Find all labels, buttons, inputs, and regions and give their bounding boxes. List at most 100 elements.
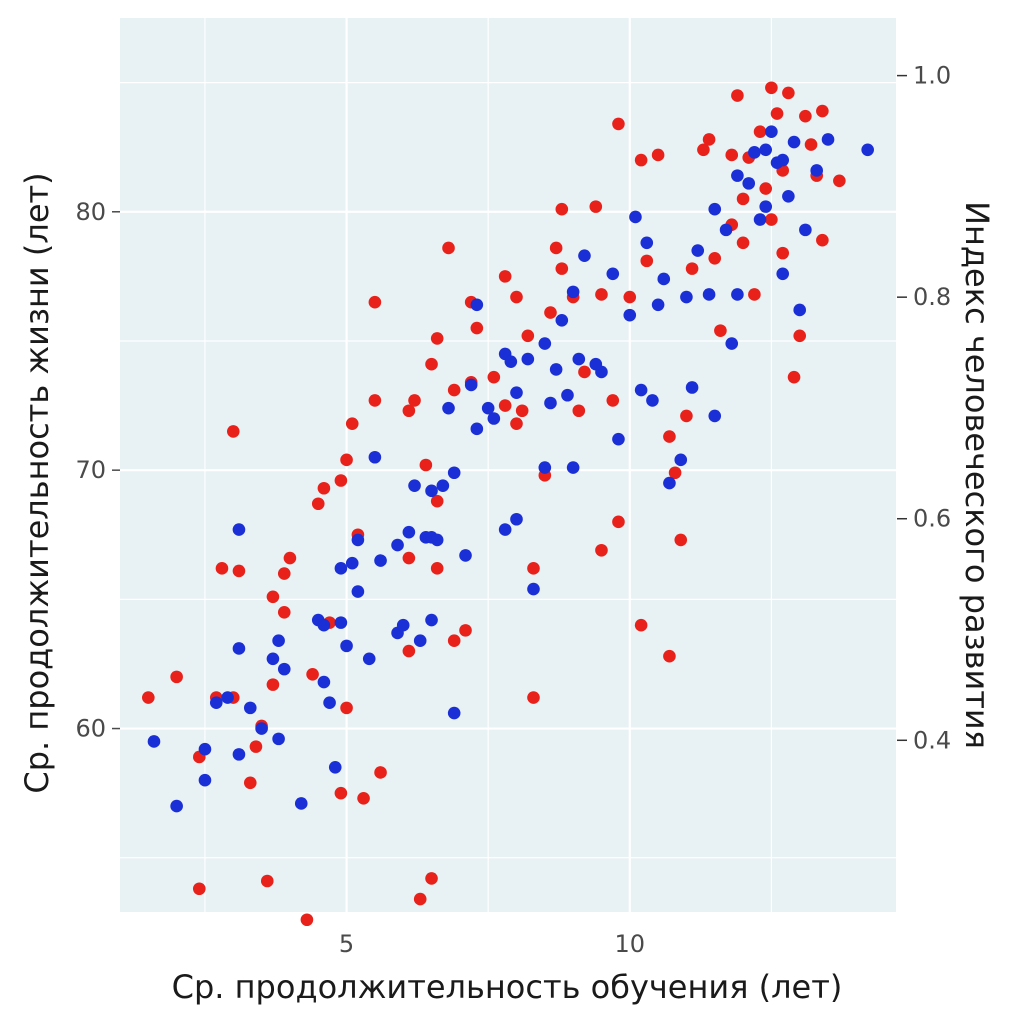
x-tick-label: 5 bbox=[339, 930, 354, 958]
data-point bbox=[402, 404, 416, 418]
data-point bbox=[816, 104, 829, 118]
data-point bbox=[753, 213, 767, 226]
data-point bbox=[170, 670, 183, 684]
data-point bbox=[674, 453, 688, 467]
data-point bbox=[334, 562, 348, 575]
data-point bbox=[736, 236, 750, 250]
y2-axis-title: Индекс человеческого развития bbox=[958, 201, 996, 749]
data-point bbox=[612, 117, 625, 131]
data-point bbox=[147, 735, 161, 748]
data-point bbox=[408, 394, 421, 407]
data-point bbox=[215, 562, 229, 575]
data-point bbox=[413, 634, 427, 647]
data-point bbox=[527, 691, 540, 704]
data-point bbox=[623, 308, 637, 322]
data-point bbox=[782, 86, 795, 100]
y2-tick-label: 0.8 bbox=[913, 283, 951, 311]
data-point bbox=[232, 523, 246, 536]
data-point bbox=[243, 776, 257, 790]
data-point bbox=[317, 481, 331, 495]
data-point bbox=[702, 288, 716, 301]
data-point bbox=[498, 399, 512, 412]
data-point bbox=[787, 370, 801, 384]
data-point bbox=[549, 241, 563, 255]
data-point bbox=[340, 639, 353, 653]
data-point bbox=[368, 450, 382, 464]
data-point bbox=[266, 590, 280, 604]
data-point bbox=[549, 363, 563, 376]
data-point bbox=[589, 200, 603, 213]
data-point bbox=[425, 484, 438, 498]
data-point bbox=[430, 562, 444, 575]
data-point bbox=[198, 742, 212, 756]
data-point bbox=[340, 701, 353, 715]
data-point bbox=[555, 202, 569, 216]
data-point bbox=[634, 383, 648, 397]
data-point bbox=[578, 249, 591, 263]
data-point bbox=[391, 538, 404, 552]
data-point bbox=[317, 618, 331, 632]
data-point bbox=[731, 169, 744, 182]
data-point bbox=[413, 892, 427, 906]
data-point bbox=[634, 153, 648, 167]
data-point bbox=[725, 148, 739, 162]
data-point bbox=[861, 143, 874, 157]
data-point bbox=[521, 329, 535, 343]
data-point bbox=[430, 332, 444, 345]
data-point bbox=[833, 174, 846, 188]
data-point bbox=[266, 652, 280, 666]
data-point bbox=[702, 133, 716, 146]
y2-tick-label: 0.6 bbox=[913, 505, 951, 533]
data-point bbox=[759, 143, 773, 157]
data-point bbox=[810, 164, 824, 177]
data-point bbox=[408, 479, 421, 492]
data-point bbox=[578, 365, 591, 379]
data-point bbox=[425, 613, 438, 627]
data-point bbox=[595, 288, 608, 301]
data-point bbox=[544, 396, 557, 410]
data-point bbox=[470, 321, 484, 335]
data-point bbox=[708, 251, 722, 265]
data-point bbox=[266, 678, 280, 691]
data-point bbox=[192, 882, 206, 896]
y2-tick-label: 1.0 bbox=[913, 62, 951, 90]
data-point bbox=[663, 430, 676, 443]
data-point bbox=[142, 691, 155, 704]
x-axis-title: Ср. продолжительность обучения (лет) bbox=[172, 968, 843, 1006]
grid-lines bbox=[120, 18, 896, 912]
data-point bbox=[255, 722, 268, 735]
data-point bbox=[510, 290, 523, 304]
data-point bbox=[487, 412, 501, 425]
data-point bbox=[572, 404, 586, 418]
data-point bbox=[765, 213, 778, 226]
x-tick-label: 10 bbox=[615, 930, 646, 958]
data-point bbox=[538, 337, 552, 350]
data-point bbox=[447, 706, 461, 720]
data-point bbox=[776, 267, 790, 281]
data-point bbox=[663, 476, 676, 490]
data-point bbox=[708, 409, 722, 423]
y-tick-label: 80 bbox=[75, 198, 106, 226]
data-point bbox=[357, 792, 370, 805]
data-point bbox=[793, 303, 807, 317]
data-point bbox=[816, 233, 829, 247]
data-point bbox=[691, 244, 705, 257]
y-tick-label: 60 bbox=[75, 715, 106, 743]
data-point bbox=[459, 624, 472, 637]
data-point bbox=[419, 458, 433, 472]
data-point bbox=[538, 461, 552, 474]
data-point bbox=[799, 223, 812, 237]
data-point bbox=[249, 740, 263, 753]
data-point bbox=[260, 874, 274, 888]
data-point bbox=[544, 306, 557, 319]
data-point bbox=[283, 551, 297, 565]
data-point bbox=[595, 543, 608, 557]
data-point bbox=[515, 404, 529, 418]
data-point bbox=[697, 143, 710, 157]
y-axis-title: Ср. продолжительность жизни (лет) bbox=[18, 172, 56, 793]
data-point bbox=[510, 386, 523, 399]
data-point bbox=[572, 352, 586, 366]
data-point bbox=[334, 786, 348, 800]
data-point bbox=[787, 135, 801, 149]
data-point bbox=[510, 512, 523, 526]
